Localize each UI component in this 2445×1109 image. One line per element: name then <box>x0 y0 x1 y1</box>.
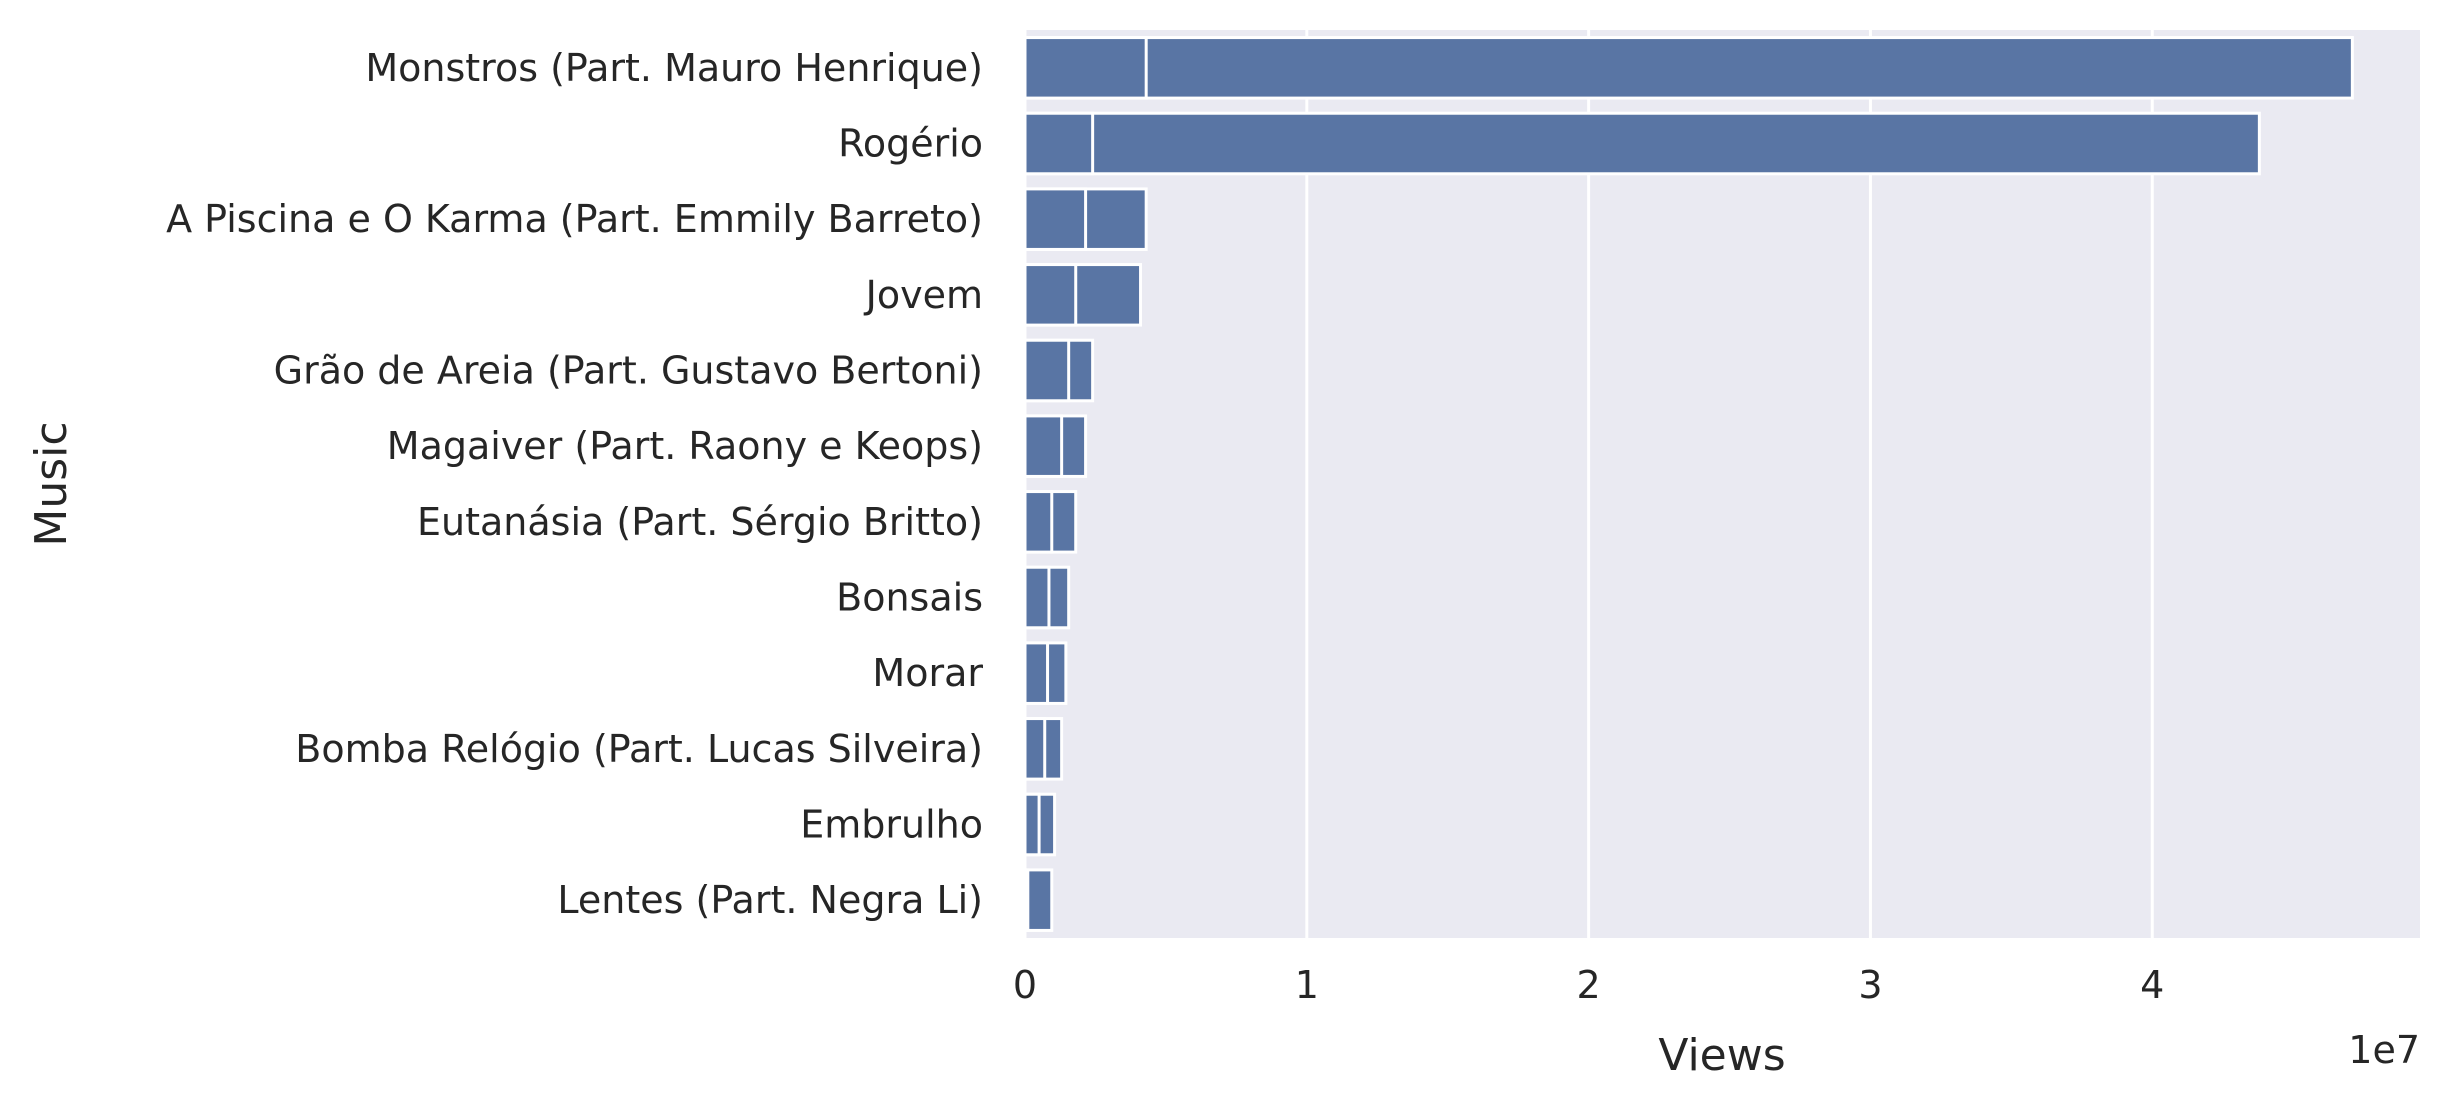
y-tick-label: Bonsais <box>836 576 983 620</box>
y-tick-label: Lentes (Part. Negra Li) <box>557 878 983 922</box>
bar <box>1023 111 2261 176</box>
grid-lines <box>1023 30 2154 938</box>
x-tick-label: 2 <box>1577 963 1601 1007</box>
x-tick-label: 4 <box>2140 963 2164 1007</box>
x-tick-labels: 0 1 2 3 4 <box>1013 963 2164 1007</box>
y-tick-label: Embrulho <box>800 803 983 847</box>
y-tick-label: Eutanásia (Part. Sérgio Britto) <box>417 500 983 544</box>
bar <box>1023 414 1064 478</box>
bar <box>1023 868 1054 932</box>
x-axis-label: Views <box>1658 1030 1785 1081</box>
bar <box>1023 641 1050 705</box>
bar <box>1023 36 1148 100</box>
y-tick-label: Morar <box>872 651 983 695</box>
bar <box>1023 565 1051 630</box>
bar <box>1023 111 1095 176</box>
y-tick-label: Grão de Areia (Part. Gustavo Bertoni) <box>274 349 983 393</box>
y-tick-labels: Monstros (Part. Mauro Henrique) Rogério A … <box>166 46 983 922</box>
bar <box>1023 187 1088 251</box>
bar <box>1023 338 1071 403</box>
bar <box>1023 263 1078 327</box>
y-axis-label: Music <box>26 421 77 546</box>
bar <box>1023 868 1030 932</box>
bar <box>1023 792 1041 857</box>
y-tick-label: A Piscina e O Karma (Part. Emmily Barret… <box>166 197 983 241</box>
bar <box>1023 717 1047 781</box>
y-tick-label: Jovem <box>864 273 983 317</box>
bars <box>1023 36 2354 932</box>
x-axis-offset-label: 1e7 <box>2348 1028 2420 1072</box>
bar <box>1023 36 2354 100</box>
y-tick-label: Magaiver (Part. Raony e Keops) <box>387 424 983 468</box>
y-tick-label: Bomba Relógio (Part. Lucas Silveira) <box>295 727 983 771</box>
x-tick-label: 0 <box>1013 963 1037 1007</box>
y-tick-label: Monstros (Part. Mauro Henrique) <box>365 46 983 90</box>
x-tick-label: 1 <box>1295 963 1319 1007</box>
bar <box>1023 490 1054 554</box>
plot-background <box>1025 30 2420 938</box>
x-tick-label: 3 <box>1858 963 1882 1007</box>
y-tick-label: Rogério <box>838 122 983 166</box>
